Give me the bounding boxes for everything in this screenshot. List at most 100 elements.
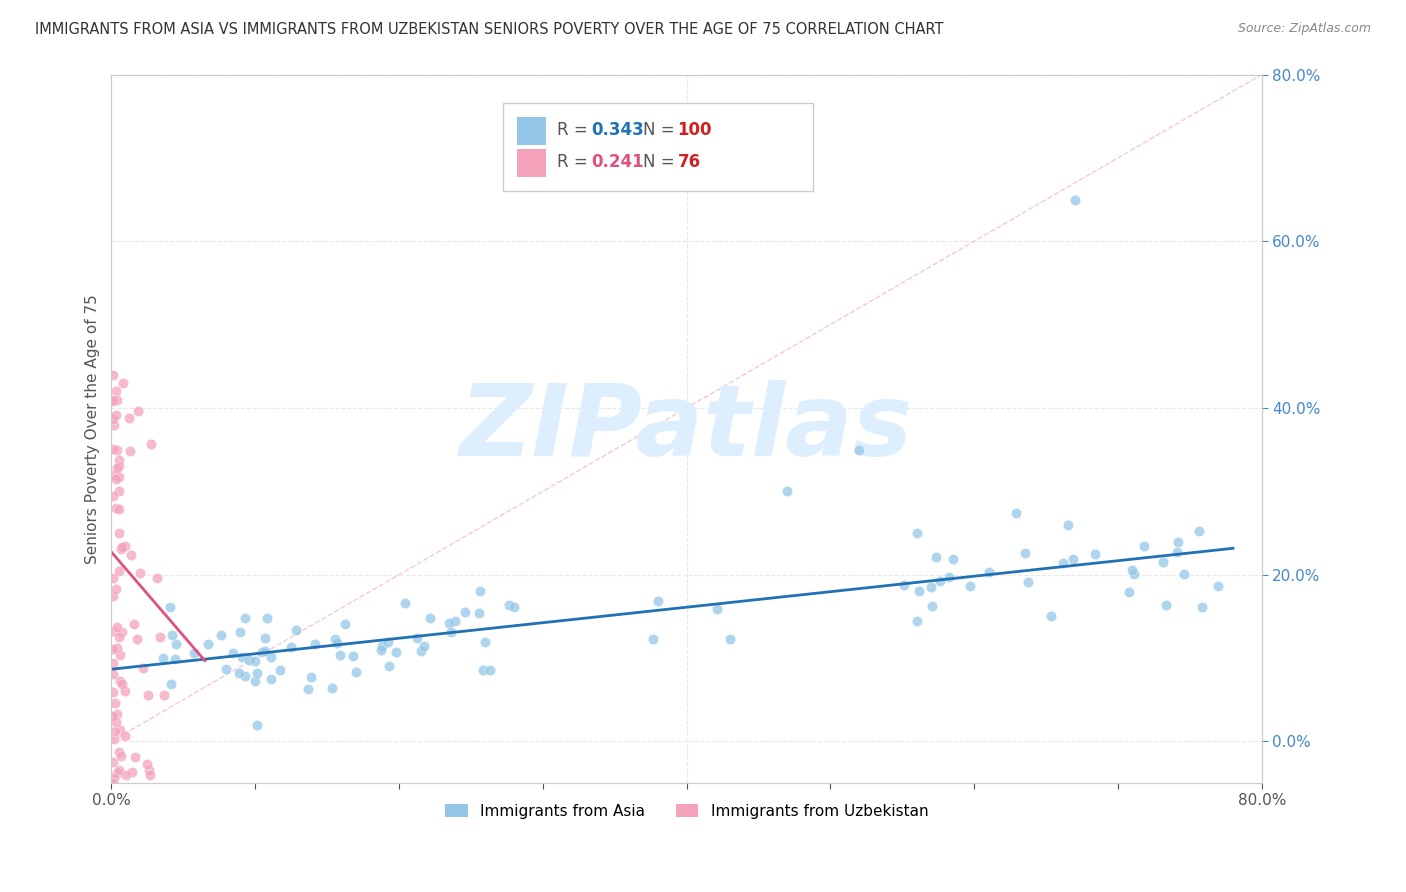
Point	[1062, 551, 1084, 566]
Point	[928, 574, 950, 588]
Y-axis label: Seniors Poverty Over the Age of 75: Seniors Poverty Over the Age of 75	[86, 293, 100, 564]
Point	[105, 620, 128, 634]
Point	[647, 594, 669, 608]
Point	[111, 677, 134, 691]
Point	[925, 549, 948, 564]
Point	[342, 648, 364, 663]
Point	[101, 642, 124, 657]
Point	[284, 624, 307, 638]
Point	[101, 489, 124, 503]
Point	[127, 632, 149, 647]
Point	[108, 459, 131, 474]
Point	[104, 696, 127, 710]
Point	[1167, 535, 1189, 549]
Point	[105, 442, 128, 457]
Point	[127, 404, 149, 418]
Point	[471, 663, 494, 677]
Point	[440, 625, 463, 640]
Point	[101, 392, 124, 407]
Point	[233, 669, 256, 683]
Point	[377, 634, 399, 648]
Text: N =: N =	[643, 153, 679, 170]
Point	[124, 750, 146, 764]
Legend: Immigrants from Asia, Immigrants from Uzbekistan: Immigrants from Asia, Immigrants from Uz…	[439, 797, 935, 825]
Point	[260, 672, 283, 686]
Point	[905, 614, 928, 628]
Point	[108, 723, 131, 737]
Point	[105, 706, 128, 721]
Point	[921, 599, 943, 613]
Point	[1084, 547, 1107, 561]
Point	[1122, 567, 1144, 582]
Point	[474, 634, 496, 648]
Point	[183, 646, 205, 660]
Point	[370, 643, 392, 657]
Point	[498, 598, 520, 612]
Point	[250, 645, 273, 659]
Point	[105, 765, 128, 780]
Point	[131, 661, 153, 675]
Point	[229, 625, 252, 640]
Point	[1004, 506, 1026, 520]
Point	[1014, 546, 1036, 560]
Point	[468, 606, 491, 620]
Point	[254, 643, 277, 657]
Point	[101, 412, 124, 426]
Point	[1208, 579, 1230, 593]
Text: R =: R =	[557, 120, 592, 139]
Point	[103, 417, 125, 432]
Point	[280, 640, 302, 654]
Point	[848, 442, 870, 457]
Point	[1057, 517, 1080, 532]
Point	[197, 637, 219, 651]
Point	[108, 564, 131, 578]
Point	[146, 571, 169, 585]
Text: IMMIGRANTS FROM ASIA VS IMMIGRANTS FROM UZBEKISTAN SENIORS POVERTY OVER THE AGE : IMMIGRANTS FROM ASIA VS IMMIGRANTS FROM …	[35, 22, 943, 37]
Point	[1017, 574, 1039, 589]
Point	[103, 731, 125, 746]
Point	[107, 746, 129, 760]
Point	[977, 565, 1000, 579]
Point	[159, 599, 181, 614]
Point	[256, 611, 278, 625]
Point	[238, 652, 260, 666]
Point	[107, 526, 129, 541]
Point	[470, 583, 492, 598]
Point	[444, 614, 467, 628]
Point	[124, 616, 146, 631]
Point	[152, 650, 174, 665]
Point	[101, 709, 124, 723]
Point	[304, 637, 326, 651]
Point	[243, 674, 266, 689]
Point	[103, 467, 125, 482]
Point	[129, 566, 152, 580]
Point	[108, 453, 131, 467]
Point	[136, 757, 159, 772]
Point	[209, 628, 232, 642]
Point	[259, 650, 281, 665]
Point	[378, 658, 401, 673]
Point	[394, 596, 416, 610]
Point	[503, 600, 526, 615]
Point	[371, 639, 394, 653]
Point	[101, 394, 124, 409]
Text: N =: N =	[643, 120, 679, 139]
Point	[269, 663, 291, 677]
Point	[114, 729, 136, 743]
Point	[107, 484, 129, 499]
Text: 0.343: 0.343	[591, 120, 644, 139]
Point	[478, 663, 501, 677]
FancyBboxPatch shape	[502, 103, 813, 192]
Point	[222, 646, 245, 660]
Point	[299, 670, 322, 684]
Point	[920, 580, 942, 594]
Point	[160, 628, 183, 642]
Point	[905, 526, 928, 541]
Point	[105, 460, 128, 475]
Point	[384, 645, 406, 659]
Point	[938, 570, 960, 584]
Point	[409, 643, 432, 657]
Point	[1156, 598, 1178, 612]
Point	[323, 632, 346, 646]
FancyBboxPatch shape	[517, 149, 547, 178]
